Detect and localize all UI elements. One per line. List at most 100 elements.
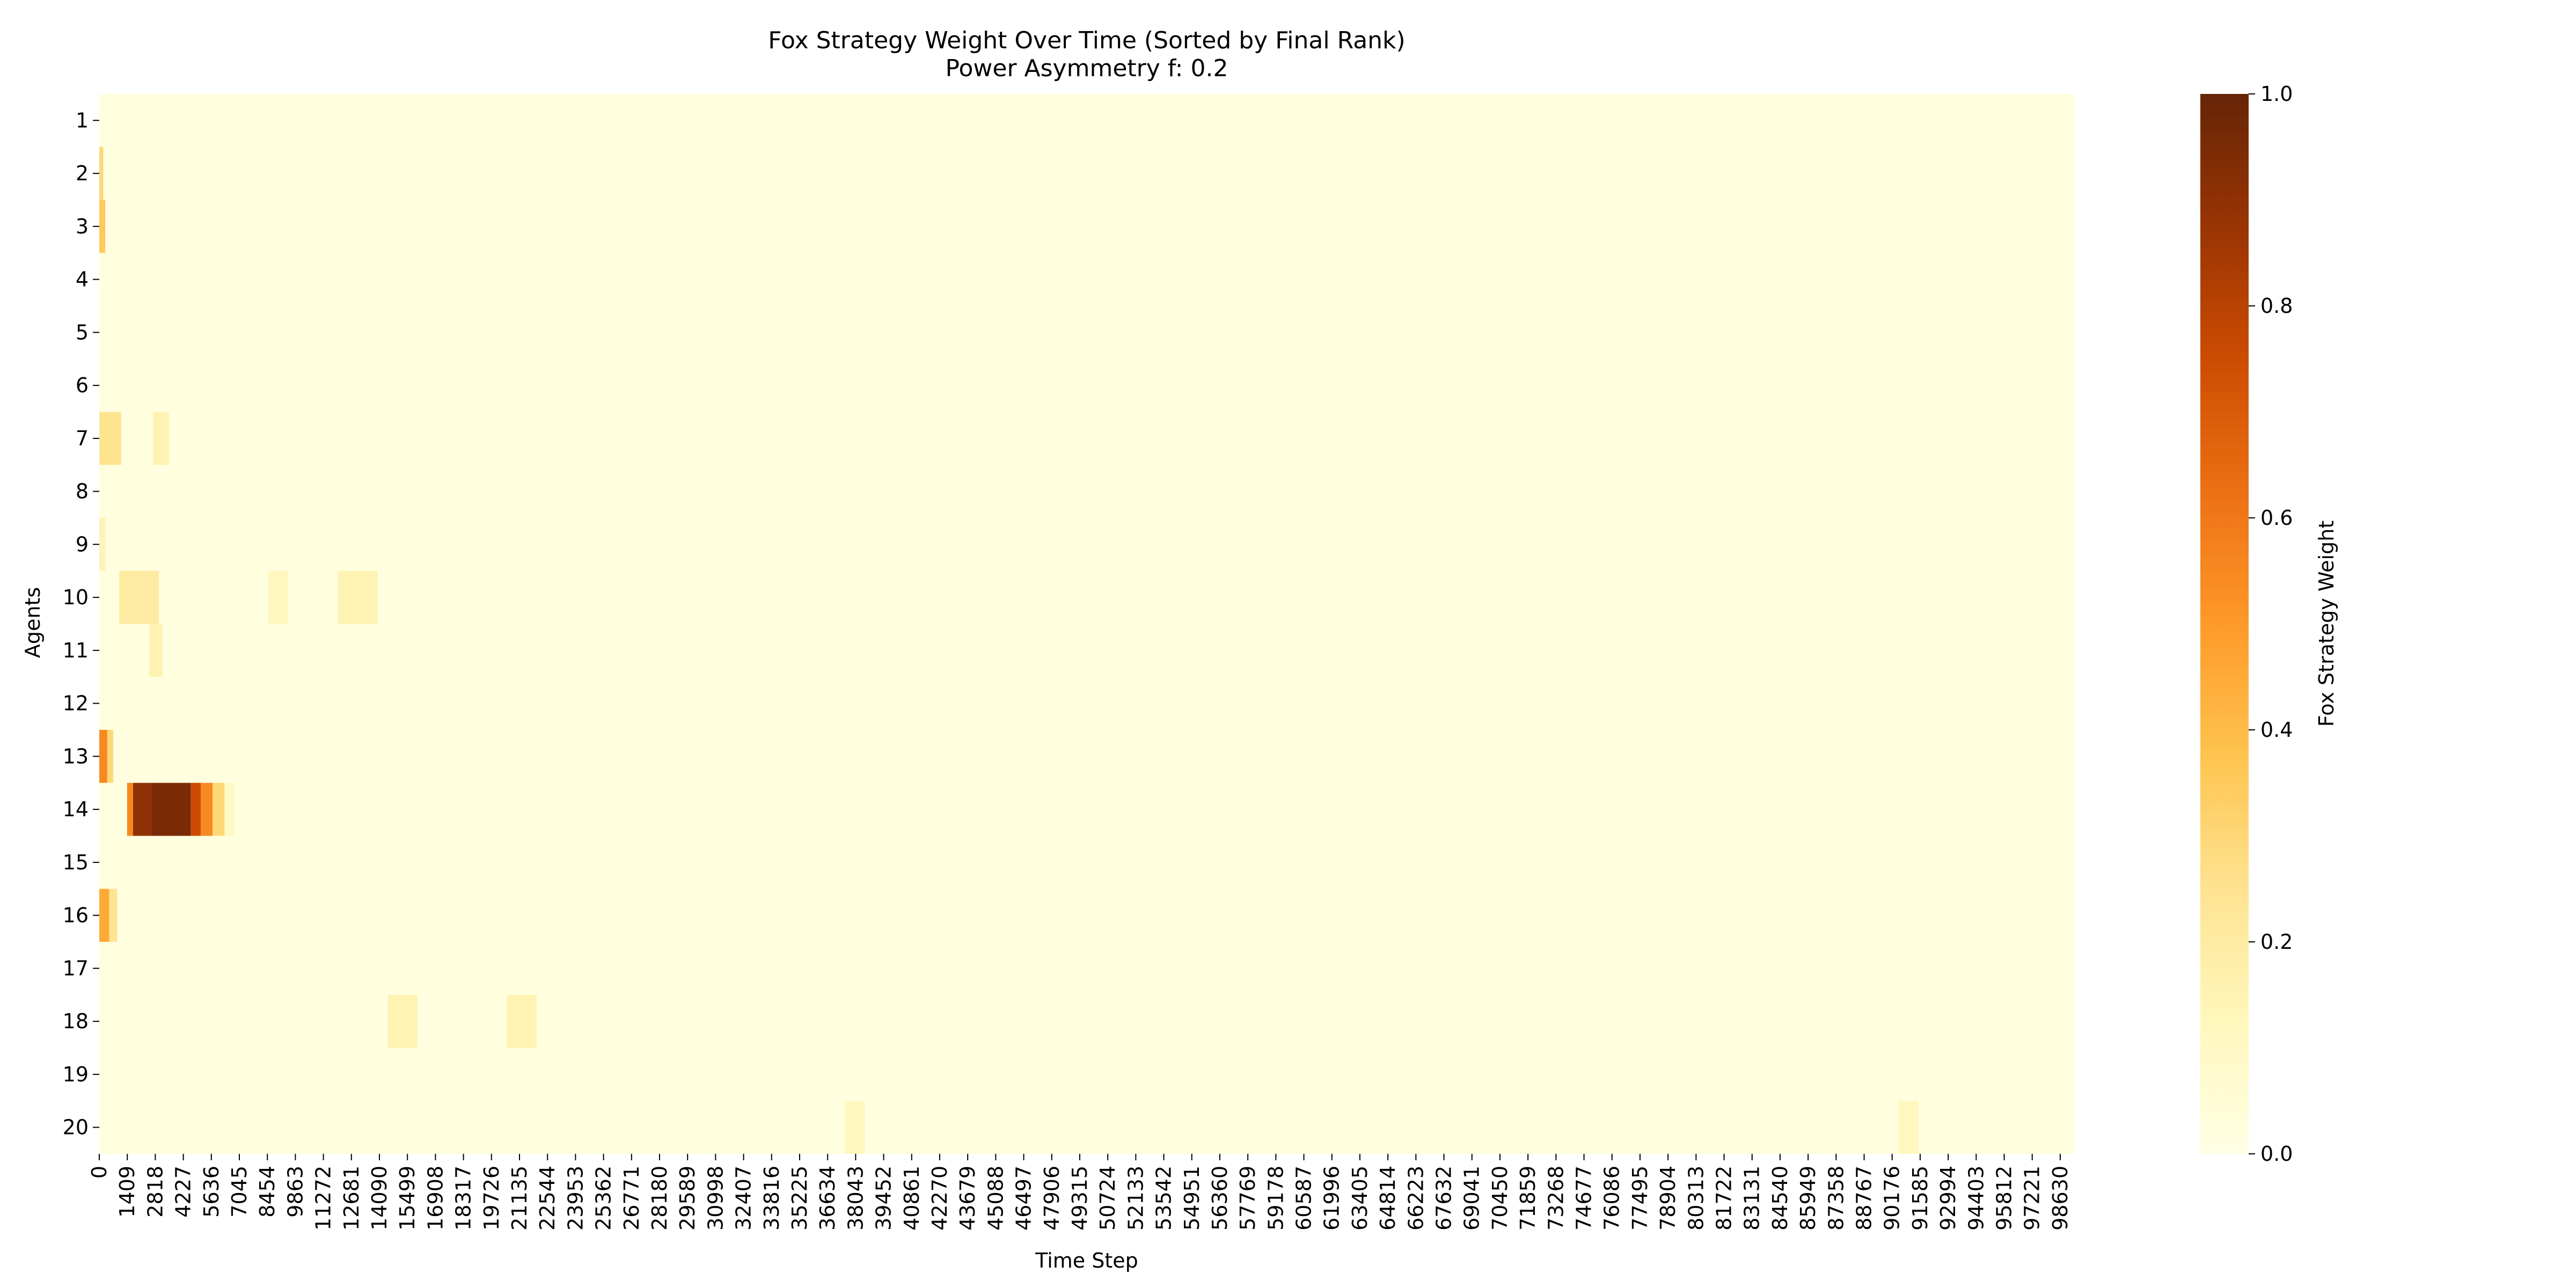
x-tick-label: 4227 (172, 1166, 195, 1218)
heatmap-cell-agent-7 (99, 412, 121, 465)
x-tick-label: 54951 (1180, 1166, 1204, 1231)
x-tick-label: 76086 (1600, 1166, 1624, 1231)
x-tick-label: 80313 (1684, 1166, 1708, 1231)
heatmap-cell-agent-14 (213, 782, 225, 836)
heatmap-cell-agent-14 (200, 782, 213, 836)
y-axis-label: Agents (21, 587, 45, 658)
colorbar (2200, 94, 2249, 1154)
x-tick-label: 57769 (1236, 1166, 1260, 1231)
y-tick-label: 2 (76, 162, 89, 185)
x-tick-label: 19726 (480, 1166, 503, 1231)
heatmap-cell-agent-16 (109, 889, 118, 942)
x-tick-label: 21135 (508, 1166, 531, 1231)
colorbar-tick-label: 0.2 (2260, 930, 2293, 954)
x-tick-label: 73268 (1544, 1166, 1568, 1231)
x-tick-label: 97221 (2021, 1166, 2044, 1231)
x-tick-label: 84540 (1768, 1166, 1792, 1231)
x-tick-label: 32407 (732, 1166, 756, 1231)
x-tick-label: 83131 (1740, 1166, 1764, 1231)
x-tick-label: 2818 (143, 1166, 167, 1218)
x-tick-label: 94403 (1964, 1166, 1988, 1231)
x-tick-label: 16908 (423, 1166, 447, 1231)
colorbar-tick-label: 1.0 (2260, 82, 2293, 106)
y-tick-label: 11 (63, 639, 89, 662)
x-tick-label: 38043 (844, 1166, 867, 1231)
heatmap-cell-agent-3 (99, 200, 106, 253)
heatmap-cell-agent-11 (149, 624, 163, 677)
x-tick-label: 45088 (984, 1166, 1007, 1231)
y-tick-label: 18 (63, 1009, 89, 1033)
y-tick-label: 4 (76, 268, 89, 291)
x-tick-label: 60587 (1292, 1166, 1316, 1231)
x-tick-label: 9863 (283, 1166, 307, 1218)
heatmap-cell-agent-13 (99, 730, 107, 783)
x-tick-label: 35225 (788, 1166, 811, 1231)
x-tick-label: 15499 (396, 1166, 419, 1231)
heatmap-cell-agent-13 (107, 730, 113, 783)
x-axis-label: Time Step (1035, 1249, 1138, 1272)
heatmap-background (99, 94, 2074, 1154)
x-tick-label: 42270 (928, 1166, 952, 1231)
heatmap-cell-agent-18 (387, 994, 418, 1048)
x-tick-label: 22544 (536, 1166, 559, 1231)
y-tick-label: 19 (63, 1063, 89, 1086)
x-tick-label: 8454 (255, 1166, 279, 1218)
x-tick-label: 25362 (592, 1166, 616, 1231)
x-tick-label: 46497 (1012, 1166, 1036, 1231)
x-tick-label: 39452 (872, 1166, 896, 1231)
chart-subtitle: Power Asymmetry f: 0.2 (946, 55, 1228, 82)
x-tick-label: 70450 (1488, 1166, 1512, 1231)
x-tick-label: 98630 (2048, 1166, 2072, 1231)
y-tick-label: 10 (63, 586, 89, 609)
x-tick-label: 29589 (676, 1166, 699, 1231)
colorbar-tick-label: 0.8 (2260, 294, 2293, 318)
x-axis-ticks: 0 1409 2818 4227 5636 7045 8454 9863 11272 12681 1… (87, 1154, 2072, 1231)
x-tick-label: 23953 (564, 1166, 587, 1231)
heatmap-cell-agent-7 (153, 412, 169, 465)
heatmap-cell-agent-16 (99, 889, 109, 942)
x-tick-label: 43679 (956, 1166, 979, 1231)
x-tick-label: 87358 (1824, 1166, 1848, 1231)
heatmap-cell-agent-14 (133, 782, 151, 836)
heatmap-cell-agent-2 (99, 147, 104, 200)
x-tick-label: 81722 (1713, 1166, 1736, 1231)
x-tick-label: 85949 (1796, 1166, 1820, 1231)
chart-title: Fox Strategy Weight Over Time (Sorted by… (768, 27, 1405, 54)
heatmap-cell-agent-14 (224, 782, 235, 836)
y-tick-label: 3 (76, 215, 89, 238)
y-tick-label: 5 (76, 320, 89, 344)
y-tick-label: 7 (76, 427, 89, 450)
x-tick-label: 26771 (620, 1166, 643, 1231)
heatmap-cell-agent-20 (845, 1101, 865, 1154)
heatmap-cell-agent-10 (119, 570, 159, 624)
colorbar-tick-label: 0.6 (2260, 506, 2293, 530)
y-tick-label: 8 (76, 480, 89, 503)
x-tick-label: 78904 (1656, 1166, 1680, 1231)
x-tick-label: 47906 (1040, 1166, 1064, 1231)
x-tick-label: 66223 (1404, 1166, 1428, 1231)
x-tick-label: 63405 (1348, 1166, 1372, 1231)
x-tick-label: 12681 (340, 1166, 363, 1231)
x-tick-label: 95812 (1993, 1166, 2016, 1231)
x-tick-label: 88767 (1853, 1166, 1876, 1231)
x-tick-label: 18317 (452, 1166, 475, 1231)
colorbar-tick-label: 0.4 (2260, 718, 2293, 742)
x-tick-label: 36634 (816, 1166, 839, 1231)
y-tick-label: 17 (63, 956, 89, 980)
x-tick-label: 92994 (1936, 1166, 1960, 1231)
colorbar-tick-label: 0.0 (2260, 1142, 2293, 1166)
x-tick-label: 56360 (1208, 1166, 1232, 1231)
y-tick-label: 14 (63, 797, 89, 821)
x-tick-label: 69041 (1460, 1166, 1484, 1231)
heatmap-cell-agent-10 (268, 570, 288, 624)
x-tick-label: 28180 (648, 1166, 671, 1231)
heatmap-cell-agent-9 (99, 518, 106, 571)
y-tick-label: 20 (63, 1116, 89, 1139)
y-tick-label: 1 (76, 108, 89, 132)
x-tick-label: 33816 (760, 1166, 784, 1231)
x-tick-label: 90176 (1880, 1166, 1904, 1231)
heatmap-cell-agent-20 (1898, 1101, 1919, 1154)
x-tick-label: 7045 (228, 1166, 251, 1218)
